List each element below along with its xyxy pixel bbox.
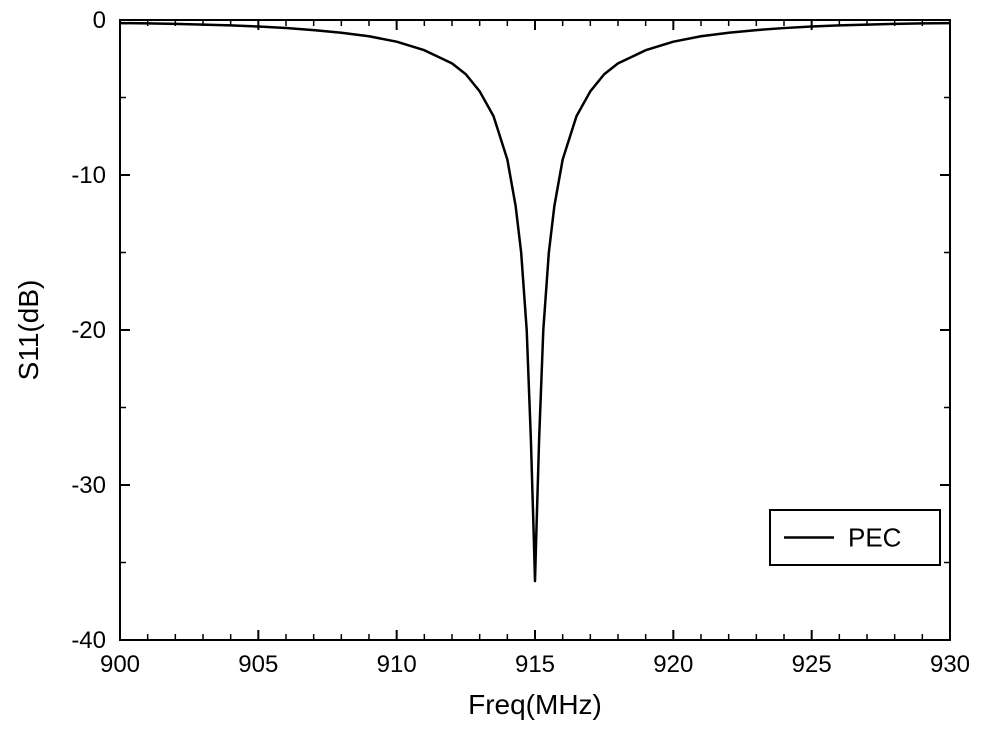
chart-container: 900 905 910 915 920 925 930 -40 -30 -20 -10 0 Freq(M… <box>0 0 1000 742</box>
svg-text:925: 925 <box>792 651 832 678</box>
svg-text:-20: -20 <box>71 317 106 344</box>
svg-text:-40: -40 <box>71 627 106 654</box>
series-line-pec <box>120 23 950 581</box>
svg-text:900: 900 <box>100 651 140 678</box>
svg-text:-10: -10 <box>71 162 106 189</box>
svg-text:915: 915 <box>515 651 555 678</box>
svg-text:930: 930 <box>930 651 970 678</box>
y-axis-label: S11(dB) <box>13 280 44 381</box>
legend-label: PEC <box>848 523 901 553</box>
svg-text:910: 910 <box>377 651 417 678</box>
svg-text:0: 0 <box>93 7 106 34</box>
svg-text:920: 920 <box>653 651 693 678</box>
x-axis-label: Freq(MHz) <box>468 689 602 720</box>
line-chart: 900 905 910 915 920 925 930 -40 -30 -20 -10 0 Freq(M… <box>0 0 1000 742</box>
svg-text:-30: -30 <box>71 472 106 499</box>
svg-text:905: 905 <box>238 651 278 678</box>
